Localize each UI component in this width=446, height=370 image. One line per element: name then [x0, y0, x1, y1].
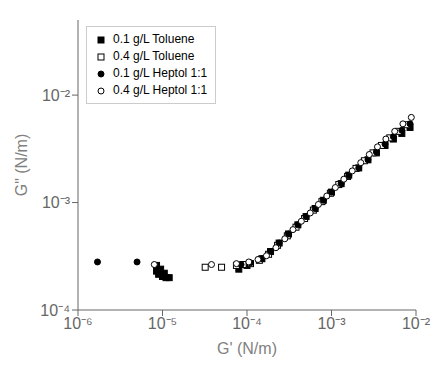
html-text:0.1 g/L Heptol 1:1: 0.1 g/L Heptol 1:1	[113, 66, 208, 80]
html-text:0.4 g/L Toluene: 0.4 g/L Toluene	[113, 49, 195, 63]
svg-text:10⁻³: 10⁻³	[42, 194, 71, 211]
svg-text:10⁻⁶: 10⁻⁶	[63, 315, 93, 333]
html-text:0.1 g/L Toluene: 0.1 g/L Toluene	[113, 32, 195, 46]
svg-text:10⁻²: 10⁻²	[402, 315, 431, 332]
html-text:0.4 g/L Heptol 1:1: 0.4 g/L Heptol 1:1	[113, 83, 208, 97]
svg-text:G" (N/m): G" (N/m)	[13, 134, 30, 197]
svg-text:10⁻³: 10⁻³	[317, 315, 346, 332]
svg-text:10⁻⁴: 10⁻⁴	[232, 315, 262, 332]
svg-text:G' (N/m): G' (N/m)	[217, 340, 277, 357]
svg-text:10⁻⁵: 10⁻⁵	[148, 315, 177, 332]
svg-text:10⁻⁴: 10⁻⁴	[40, 302, 70, 319]
svg-text:10⁻²: 10⁻²	[42, 87, 71, 104]
